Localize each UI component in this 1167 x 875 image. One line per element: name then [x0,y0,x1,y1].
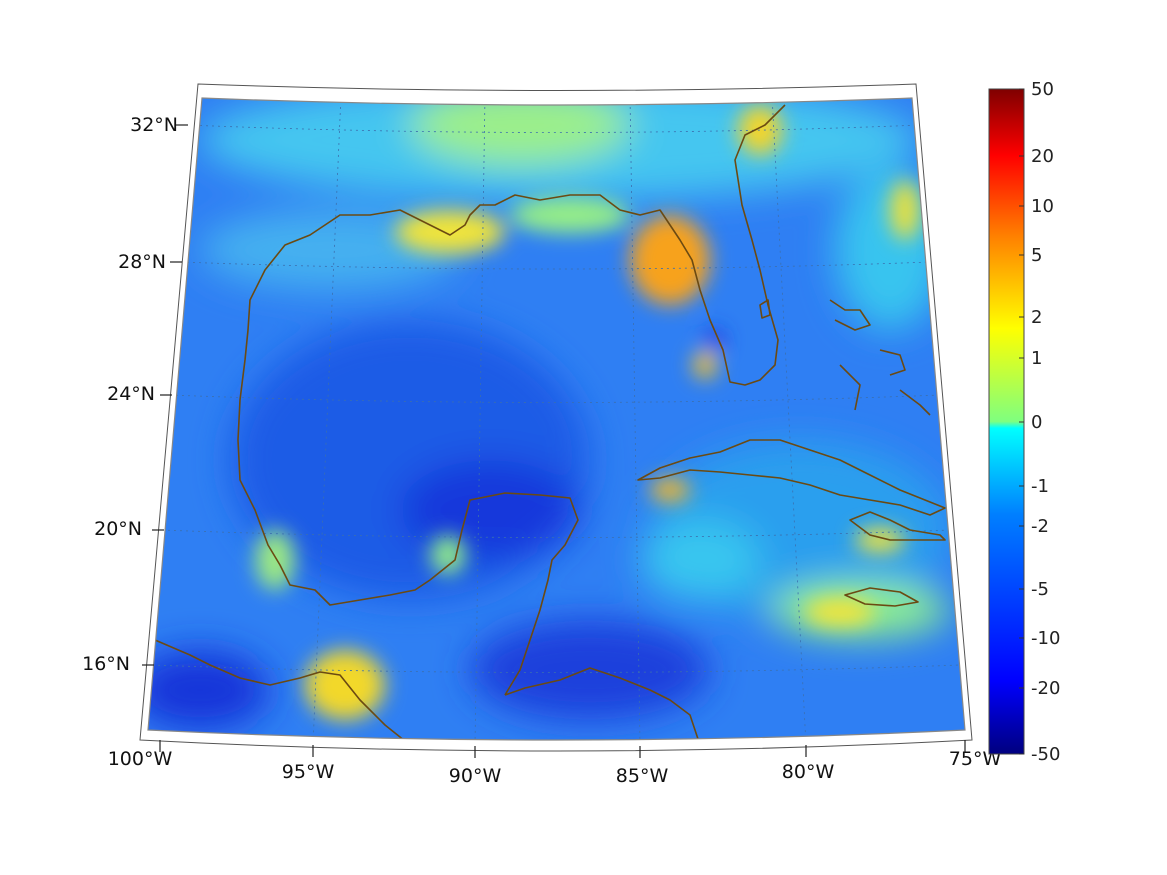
lat-label-28n: 28°N [118,251,166,273]
coast-hispaniola [849,511,946,541]
lon-label-100w: 100°W [108,748,173,770]
field-yucatan-low [400,460,580,560]
field-north-green [410,98,630,165]
field-guatemala-yellow [305,650,385,720]
field-keys-blue [705,328,725,352]
field-jamaica-yellow [805,598,875,626]
lat-label-24n: 24°N [107,383,155,405]
lon-label-95w: 95°W [282,761,335,783]
field-havana-orange [650,478,690,502]
coast-cuba [637,439,946,516]
colorbar-tick-label: 5 [1031,245,1042,266]
graticule [151,98,961,740]
colorbar-tick-label: -20 [1031,678,1060,699]
lat-label-16n: 16°N [82,653,130,675]
colorbar-tick-label: 50 [1031,79,1054,100]
colorbar-tick-label: -2 [1031,516,1049,537]
colorbar-tick-label: -5 [1031,579,1049,600]
coast-central-america [154,639,701,740]
map-frame [147,97,966,741]
colorbar-ticks [1019,88,1024,755]
coast-gulf-north [237,104,786,696]
colorbar-tick-label: 2 [1031,307,1042,328]
colorbar-tick-label: -50 [1031,744,1060,765]
colorbar-tick-label: -10 [1031,628,1060,649]
longitude-labels: 100°W 95°W 90°W 85°W 80°W 75°W [108,748,1002,787]
field-veracruz-green [255,530,295,590]
field-honduras-low [470,620,710,720]
field-florida-orange [630,215,710,305]
field-campeche-green [430,535,466,575]
lon-label-80w: 80°W [782,761,835,783]
field-panhandle-green [510,197,630,233]
coast-bahamas [829,299,931,416]
latitude-labels: 32°N 28°N 24°N 20°N 16°N [82,114,178,675]
field-georgia-yellow [738,105,782,155]
field-keys-yellow [693,351,717,379]
field-pacific-low [148,650,270,730]
data-field [148,98,965,740]
lon-label-85w: 85°W [616,765,669,787]
lat-label-32n: 32°N [130,114,178,136]
colorbar-tick-label: 1 [1031,348,1042,369]
coastlines [154,104,946,740]
coast-fl-lake [759,299,771,319]
coast-jamaica [844,587,919,607]
lon-label-90w: 90°W [449,765,502,787]
map-frame-outer [139,83,973,752]
field-atlantic-cyan [835,170,945,330]
lon-label-75w: 75°W [949,748,1002,770]
colorbar-tick-label: 20 [1031,146,1054,167]
field-atlantic-yellow [890,180,920,240]
colorbar-tick-label: 0 [1031,412,1042,433]
field-cuba-south [640,520,760,600]
colorbar-ramp [988,88,1025,755]
lat-label-20n: 20°N [94,518,142,540]
colorbar-tick-label: -1 [1031,476,1049,497]
colorbar-tick-label: 10 [1031,196,1054,217]
axis-ticks [142,124,966,758]
